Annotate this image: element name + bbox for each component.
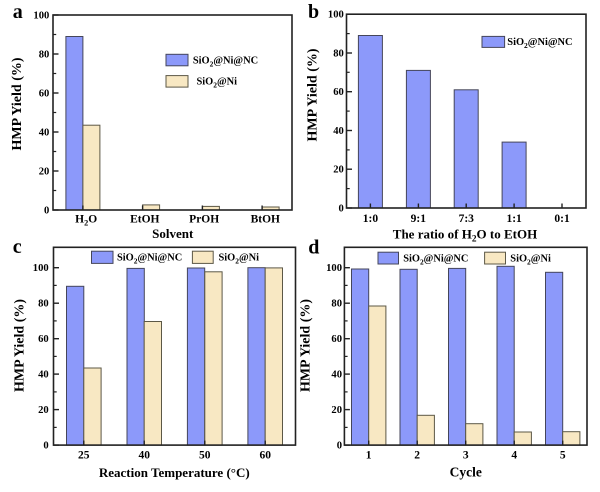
svg-text:SiO2​@Ni: SiO2​@Ni: [197, 77, 238, 90]
svg-text:60: 60: [331, 334, 342, 345]
svg-text:60: 60: [260, 450, 272, 462]
svg-text:40: 40: [333, 126, 344, 137]
svg-text:1:0: 1:0: [363, 213, 379, 225]
svg-text:The ratio of H2​O to EtOH: The ratio of H2​O to EtOH: [393, 227, 537, 245]
svg-text:HMP Yield (%): HMP Yield (%): [10, 57, 25, 150]
svg-text:SiO2​@Ni: SiO2​@Ni: [510, 254, 551, 267]
svg-text:40: 40: [38, 370, 49, 381]
svg-text:1:1: 1:1: [506, 213, 522, 225]
svg-text:b: b: [308, 1, 319, 23]
svg-text:d: d: [308, 236, 319, 258]
svg-text:BtOH: BtOH: [251, 214, 280, 226]
svg-text:0: 0: [43, 441, 48, 452]
svg-text:Solvent: Solvent: [152, 226, 194, 241]
svg-text:EtOH: EtOH: [130, 214, 159, 226]
svg-text:80: 80: [39, 49, 50, 60]
svg-text:0:1: 0:1: [554, 213, 570, 225]
svg-text:80: 80: [38, 299, 49, 310]
svg-text:1: 1: [366, 450, 372, 462]
svg-text:SiO2​@Ni@NC: SiO2​@Ni@NC: [193, 55, 258, 68]
svg-text:100: 100: [33, 263, 49, 274]
svg-text:80: 80: [333, 48, 344, 59]
svg-text:60: 60: [333, 87, 344, 98]
svg-text:SiO2​@Ni: SiO2​@Ni: [219, 253, 260, 266]
svg-text:HMP Yield (%): HMP Yield (%): [299, 299, 314, 392]
svg-text:7:3: 7:3: [459, 213, 475, 225]
svg-text:PrOH: PrOH: [189, 214, 219, 226]
svg-text:5: 5: [560, 450, 566, 462]
svg-text:40: 40: [39, 127, 50, 138]
svg-text:a: a: [13, 1, 23, 23]
svg-text:20: 20: [331, 405, 342, 416]
svg-text:25: 25: [78, 450, 90, 462]
svg-text:9:1: 9:1: [411, 213, 427, 225]
svg-text:50: 50: [199, 450, 211, 462]
svg-text:4: 4: [511, 450, 517, 462]
svg-text:20: 20: [39, 166, 50, 177]
svg-text:60: 60: [38, 334, 49, 345]
svg-text:c: c: [13, 236, 22, 258]
svg-text:100: 100: [326, 263, 342, 274]
svg-text:H2​O: H2​O: [75, 214, 97, 228]
svg-text:40: 40: [331, 370, 342, 381]
svg-text:40: 40: [139, 450, 151, 462]
svg-text:3: 3: [463, 450, 469, 462]
svg-text:Cycle: Cycle: [450, 465, 482, 480]
svg-text:0: 0: [44, 205, 49, 216]
svg-text:0: 0: [339, 203, 344, 214]
svg-text:SiO2​@Ni@NC: SiO2​@Ni@NC: [117, 253, 182, 266]
svg-text:SiO2​@Ni@NC: SiO2​@Ni@NC: [507, 37, 572, 50]
svg-text:0: 0: [337, 441, 342, 452]
svg-text:100: 100: [33, 10, 49, 21]
svg-text:2: 2: [414, 450, 420, 462]
svg-text:20: 20: [333, 165, 344, 176]
svg-text:HMP Yield (%): HMP Yield (%): [13, 299, 28, 392]
svg-text:100: 100: [328, 10, 344, 21]
svg-text:20: 20: [38, 405, 49, 416]
svg-text:SiO2​@Ni@NC: SiO2​@Ni@NC: [403, 254, 468, 267]
svg-text:80: 80: [331, 299, 342, 310]
svg-text:60: 60: [39, 88, 50, 99]
svg-text:HMP Yield (%): HMP Yield (%): [306, 48, 321, 141]
svg-text:Reaction Temperature (°C): Reaction Temperature (°C): [99, 465, 250, 480]
